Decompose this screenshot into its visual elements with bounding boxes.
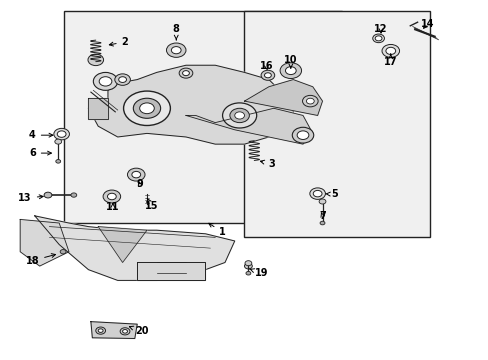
- Text: 11: 11: [106, 202, 120, 212]
- Circle shape: [119, 77, 126, 82]
- Polygon shape: [91, 321, 137, 338]
- Text: 13: 13: [18, 193, 43, 203]
- Text: 7: 7: [319, 211, 325, 221]
- Circle shape: [123, 91, 170, 126]
- Circle shape: [166, 43, 185, 57]
- Circle shape: [280, 63, 301, 78]
- Circle shape: [127, 168, 145, 181]
- Circle shape: [264, 73, 271, 78]
- Text: 14: 14: [420, 19, 433, 29]
- Bar: [64, 12, 341, 223]
- Polygon shape: [98, 226, 147, 262]
- Text: 8: 8: [172, 24, 179, 40]
- Circle shape: [319, 199, 325, 204]
- Circle shape: [133, 98, 160, 118]
- Text: 17: 17: [383, 54, 397, 67]
- Text: 1: 1: [208, 223, 225, 237]
- Bar: [244, 12, 429, 237]
- Text: 10: 10: [284, 55, 297, 68]
- Circle shape: [306, 98, 314, 104]
- Circle shape: [93, 72, 118, 90]
- Circle shape: [96, 327, 105, 334]
- Polygon shape: [185, 108, 312, 144]
- Circle shape: [99, 77, 112, 86]
- Polygon shape: [35, 216, 234, 280]
- Circle shape: [302, 95, 318, 107]
- Circle shape: [44, 192, 52, 198]
- Text: 3: 3: [260, 159, 274, 169]
- Circle shape: [122, 329, 127, 333]
- Polygon shape: [244, 80, 322, 116]
- Text: 4: 4: [29, 130, 53, 140]
- Circle shape: [55, 139, 61, 144]
- Circle shape: [182, 71, 189, 76]
- Polygon shape: [20, 220, 69, 266]
- Circle shape: [120, 328, 130, 335]
- Text: 16: 16: [259, 61, 273, 71]
- Circle shape: [374, 36, 381, 41]
- Circle shape: [234, 112, 244, 119]
- Text: 9: 9: [136, 179, 143, 189]
- Circle shape: [88, 54, 103, 66]
- Circle shape: [372, 34, 384, 42]
- Circle shape: [381, 44, 399, 57]
- Circle shape: [115, 74, 130, 85]
- Text: 19: 19: [249, 268, 268, 278]
- Circle shape: [320, 221, 325, 225]
- Circle shape: [98, 329, 103, 332]
- Circle shape: [313, 190, 322, 197]
- Circle shape: [57, 131, 66, 137]
- Circle shape: [244, 261, 251, 266]
- Text: 5: 5: [325, 189, 337, 199]
- Circle shape: [140, 103, 154, 114]
- Circle shape: [385, 47, 395, 54]
- Circle shape: [179, 68, 192, 78]
- Circle shape: [60, 249, 66, 254]
- Text: 12: 12: [373, 24, 387, 35]
- Circle shape: [222, 103, 256, 128]
- Circle shape: [297, 131, 308, 139]
- Circle shape: [132, 171, 141, 178]
- Text: 18: 18: [25, 254, 55, 266]
- Text: 2: 2: [109, 37, 128, 47]
- Circle shape: [171, 46, 181, 54]
- Circle shape: [71, 193, 77, 197]
- Circle shape: [107, 193, 116, 200]
- Circle shape: [261, 70, 274, 80]
- Polygon shape: [137, 262, 205, 280]
- Circle shape: [244, 263, 252, 269]
- Circle shape: [54, 129, 69, 140]
- Circle shape: [229, 108, 249, 123]
- Circle shape: [309, 188, 325, 199]
- Text: 15: 15: [145, 198, 158, 211]
- Text: 20: 20: [129, 326, 148, 336]
- Circle shape: [56, 159, 61, 163]
- Circle shape: [103, 190, 121, 203]
- Circle shape: [292, 127, 313, 143]
- Polygon shape: [88, 65, 293, 144]
- Polygon shape: [88, 98, 108, 119]
- Circle shape: [285, 67, 296, 75]
- Circle shape: [245, 271, 250, 275]
- Text: 6: 6: [29, 148, 51, 158]
